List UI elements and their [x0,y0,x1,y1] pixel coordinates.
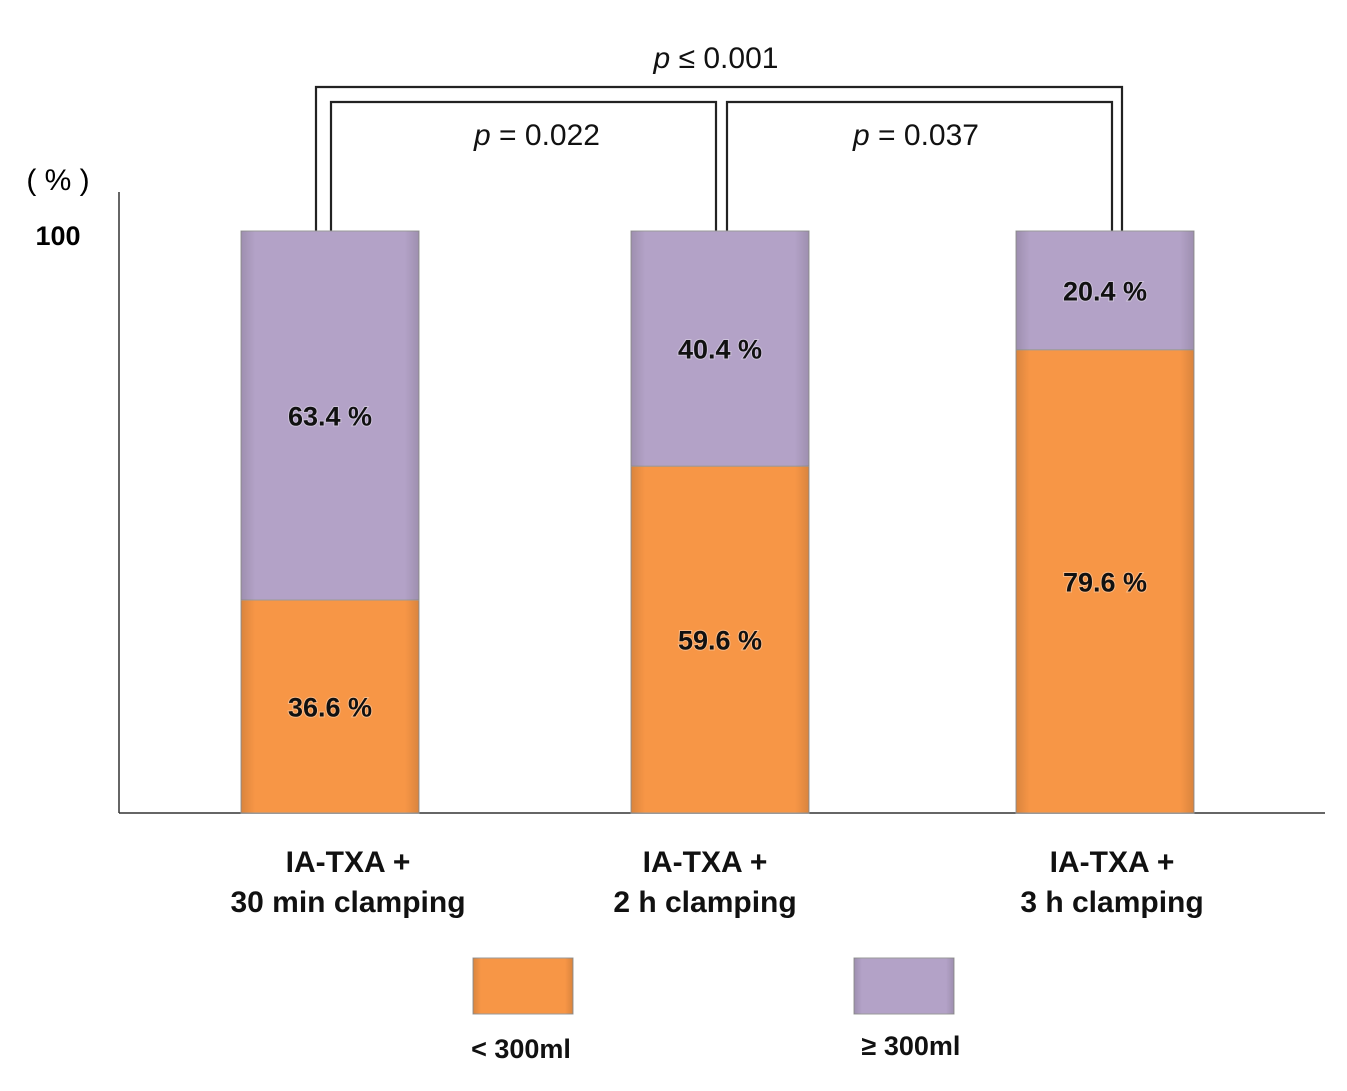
comparisons-layer: p = 0.022 p = 0.037 p ≤ 0.001 [314,42,1124,231]
bars-layer: 36.6 % 63.4 % 59.6 % 40.4 % 79.6 % 20.4 % [240,230,1195,814]
data-label-1-2: 20.4 % [1063,276,1147,306]
data-label-0-1: 59.6 % [678,626,762,656]
legend-label-1: ≥ 300ml [862,1031,961,1061]
bar-segment-shade-1-2 [1016,231,1194,350]
data-label-1-0: 63.4 % [288,401,372,431]
p-value-label-0-2: p ≤ 0.001 [653,42,779,75]
y-axis-label: ( % ) [26,164,89,197]
legend-swatch-shade-1 [854,958,954,1014]
legend-label-0: < 300ml [471,1034,571,1064]
bar-segment-shade-0-0 [241,599,419,813]
legend-swatch-shade-0 [473,958,573,1014]
x-tick-label-2-line-0: IA-TXA + [1050,846,1175,879]
x-tick-label-1-line-1: 2 h clamping [613,886,796,919]
x-tick-labels: IA-TXA + 30 min clamping IA-TXA + 2 h clamp… [230,846,1203,919]
data-label-0-2: 79.6 % [1063,567,1147,597]
x-tick-label-1-line-0: IA-TXA + [643,846,768,879]
bar-segment-shade-1-0 [241,231,419,600]
bar-segment-shade-1-1 [631,231,809,467]
legend: < 300ml ≥ 300ml [471,957,961,1064]
p-value-label-1-2: p = 0.037 [852,119,979,152]
p-value-label-0-1: p = 0.022 [473,119,600,152]
data-label-0-0: 36.6 % [288,692,372,722]
bar-segment-shade-0-2 [1016,349,1194,813]
x-tick-label-0-line-1: 30 min clamping [230,886,465,919]
x-tick-label-2-line-1: 3 h clamping [1020,886,1203,919]
x-tick-label-0-line-0: IA-TXA + [286,846,411,879]
bar-segment-shade-0-1 [631,466,809,813]
data-label-1-1: 40.4 % [678,335,762,365]
significance-bracket-0-2 [314,85,1124,231]
significance-bracket-1-2 [725,100,1114,231]
y-tick-label-100: 100 [35,221,80,251]
significance-bracket-0-1 [329,100,718,231]
